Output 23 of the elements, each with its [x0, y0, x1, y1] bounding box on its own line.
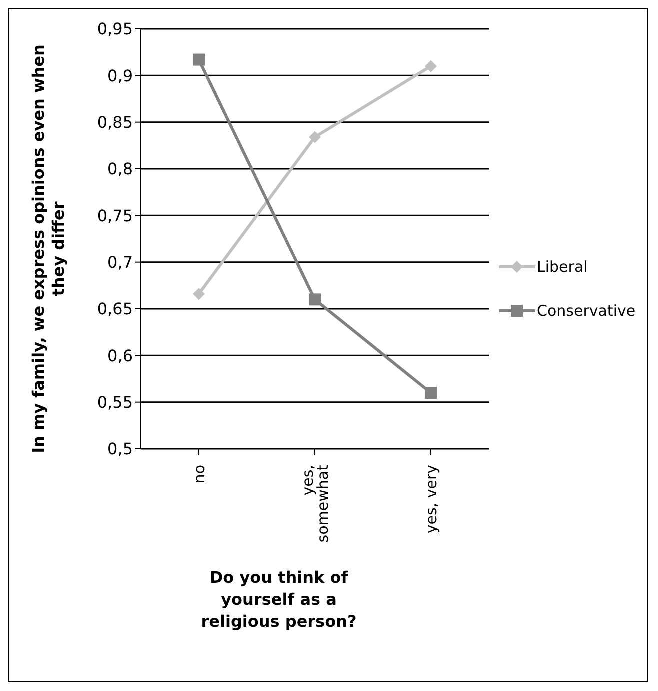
y-tick-label: 0,7	[108, 253, 133, 272]
legend-label: Conservative	[537, 302, 636, 320]
point	[309, 294, 321, 306]
y-tick-label: 0,5	[108, 440, 133, 459]
x-axis-title: Do you think of yourself as a religious person?	[200, 567, 358, 633]
y-tick-label: 0,55	[97, 393, 133, 412]
y-tick-label: 0,85	[97, 113, 133, 132]
y-tick-label: 0,8	[108, 160, 133, 179]
point	[193, 54, 205, 66]
legend-label: Liberal	[537, 258, 588, 276]
point	[425, 60, 437, 72]
x-tick-label: yes, somewhat	[298, 464, 332, 543]
y-tick-label: 0,6	[108, 346, 133, 366]
point	[193, 288, 205, 300]
x-tick-label: no	[190, 465, 208, 484]
y-tick-label: 0,65	[97, 300, 133, 319]
y-axis-title: In my family, we express opinions even when they differ	[29, 44, 69, 454]
y-tick-label: 0,95	[97, 20, 133, 39]
x-tick-label: yes, very	[422, 464, 440, 534]
y-tick-label: 0,9	[108, 66, 133, 86]
point	[309, 131, 321, 144]
point	[425, 387, 437, 399]
y-tick-label: 0,75	[97, 206, 133, 226]
